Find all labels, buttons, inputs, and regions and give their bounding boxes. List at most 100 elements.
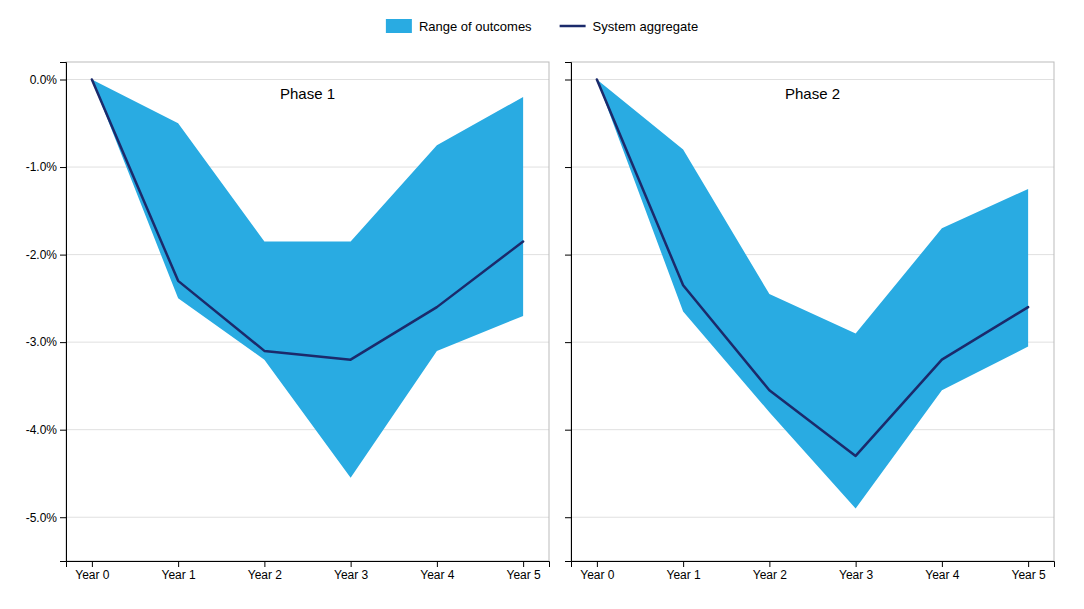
x-tick: Year 3 [839, 561, 874, 582]
plot-frame [571, 62, 1054, 561]
y-tick: -5.0% [26, 511, 66, 525]
y-tick-mark [565, 342, 571, 343]
y-tick-label: -5.0% [26, 511, 58, 525]
x-axis-line [67, 562, 550, 568]
x-tick: Year 2 [753, 561, 788, 582]
x-tick-label: Year 0 [75, 568, 110, 582]
y-tick-mark [60, 342, 66, 343]
y-tick-mark [60, 167, 66, 168]
legend: Range of outcomes System aggregate [386, 19, 698, 34]
grid [571, 80, 1054, 518]
x-tick-mark [942, 561, 943, 567]
panel: Year 0 Year 1 Year 2 Year 3 Year 4 Year 5 0.0%… [26, 62, 550, 582]
x-tick-mark [523, 561, 524, 567]
x-tick: Year 4 [420, 561, 455, 582]
y-tick: -4.0% [26, 423, 66, 437]
x-tick-label: Year 2 [248, 568, 283, 582]
x-tick-label: Year 3 [839, 568, 874, 582]
x-tick-label: Year 4 [420, 568, 455, 582]
y-tick-mark [60, 80, 66, 81]
grid-line [571, 517, 1054, 518]
y-tick-mark [565, 167, 571, 168]
y-tick-mark [565, 255, 571, 256]
x-tick: Year 3 [334, 561, 369, 582]
chart: Year 0 Year 1 Year 2 Year 3 Year 4 Year 5 0.0%… [0, 0, 1084, 609]
x-tick-label: Year 1 [666, 568, 701, 582]
x-axis: Year 0 Year 1 Year 2 Year 3 Year 4 Year 5 [572, 561, 1055, 582]
y-axis-line [60, 63, 67, 562]
y-tick-label: -1.0% [26, 160, 58, 174]
y-tick: -2.0% [26, 248, 66, 262]
grid-line [66, 429, 549, 430]
line [92, 80, 523, 360]
x-tick-label: Year 2 [753, 568, 788, 582]
plot-marks [92, 80, 523, 478]
x-tick-mark [597, 561, 598, 567]
y-tick-label: 0.0% [30, 73, 58, 87]
x-tick-label: Year 3 [334, 568, 369, 582]
y-tick-mark [565, 517, 571, 518]
y-axis: 0.0% -1.0% -2.0% -3.0% -4.0% -5.0% [26, 63, 67, 562]
x-tick: Year 5 [506, 561, 541, 582]
x-tick: Year 4 [925, 561, 960, 582]
x-tick-mark [683, 561, 684, 567]
y-tick [565, 167, 571, 168]
legend-swatch [386, 19, 412, 33]
legend-label: Range of outcomes [419, 19, 532, 34]
legend-item: Range of outcomes [386, 19, 532, 34]
x-axis-line [572, 562, 1055, 568]
x-tick-label: Year 1 [161, 568, 196, 582]
grid-line [66, 517, 549, 518]
y-tick-mark [60, 430, 66, 431]
x-tick: Year 2 [248, 561, 283, 582]
x-tick-mark [856, 561, 857, 567]
x-tick-label: Year 0 [580, 568, 615, 582]
panel-title: Phase 1 [280, 85, 335, 102]
band [597, 80, 1028, 509]
legend-swatch [560, 25, 586, 28]
y-tick-label: -3.0% [26, 335, 58, 349]
y-tick-mark [60, 255, 66, 256]
y-tick-mark [565, 430, 571, 431]
grid-line [571, 79, 1054, 80]
y-tick-mark [565, 80, 571, 81]
y-tick: -3.0% [26, 335, 66, 349]
x-axis: Year 0 Year 1 Year 2 Year 3 Year 4 Year 5 [67, 561, 550, 582]
legend-item: System aggregate [560, 19, 699, 34]
x-tick-mark [769, 561, 770, 567]
x-tick: Year 5 [1011, 561, 1046, 582]
y-tick: 0.0% [30, 73, 66, 87]
x-tick: Year 0 [580, 561, 615, 582]
panel-title: Phase 2 [785, 85, 840, 102]
y-tick-label: -4.0% [26, 423, 58, 437]
x-tick-mark [178, 561, 179, 567]
x-tick-label: Year 5 [506, 568, 541, 582]
x-tick-label: Year 4 [925, 568, 960, 582]
y-tick: -1.0% [26, 160, 66, 174]
line [597, 80, 1028, 456]
grid-line [66, 79, 549, 80]
plot-frame [66, 62, 549, 561]
x-tick: Year 1 [161, 561, 196, 582]
y-tick [565, 80, 571, 81]
x-tick-mark [437, 561, 438, 567]
x-tick-label: Year 5 [1011, 568, 1046, 582]
x-tick-mark [92, 561, 93, 567]
x-tick-mark [1028, 561, 1029, 567]
x-tick: Year 1 [666, 561, 701, 582]
panel: Year 0 Year 1 Year 2 Year 3 Year 4 Year 5 Phas… [565, 62, 1055, 582]
band [92, 80, 523, 478]
grid [66, 80, 549, 518]
y-axis [565, 63, 572, 562]
x-tick-mark [264, 561, 265, 567]
plot-marks [597, 80, 1028, 509]
y-tick-mark [60, 517, 66, 518]
x-tick-mark [351, 561, 352, 567]
y-axis-line [565, 63, 572, 562]
y-tick-label: -2.0% [26, 248, 58, 262]
y-tick [565, 342, 571, 343]
y-tick [565, 430, 571, 431]
x-tick: Year 0 [75, 561, 110, 582]
y-tick [565, 255, 571, 256]
y-tick [565, 517, 571, 518]
